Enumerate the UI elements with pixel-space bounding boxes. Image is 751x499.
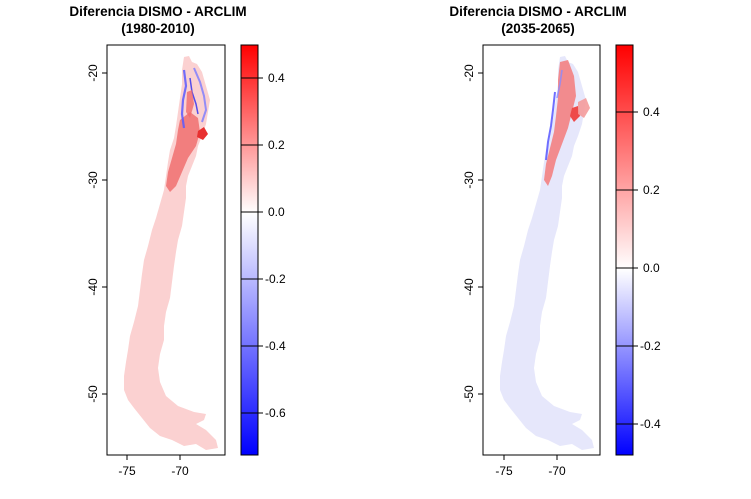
panel-1980-2010: Diferencia DISMO - ARCLIM (1980-2010) -2… <box>69 4 286 478</box>
panel-2-legend-tick-label: -0.2 <box>640 339 661 353</box>
panel-1-blue-streak-a <box>180 69 188 129</box>
panel-1-legend-colorbar <box>240 44 259 456</box>
panel-2-title-line2: (2035-2065) <box>501 21 575 36</box>
panel-1-legend-tick-label: -0.4 <box>265 339 286 353</box>
panel-2-blue-streak-a <box>545 91 556 161</box>
panel-2-y-tick-label: -30 <box>462 171 476 189</box>
panel-1-color-legend: 0.4 0.2 0.0 -0.2 -0.4 -0.6 <box>240 44 286 456</box>
panel-1-x-axis: -75 -70 <box>118 455 189 478</box>
panel-2-legend-tick-label: 0.4 <box>643 105 660 119</box>
panel-1-x-tick-label: -70 <box>171 464 189 478</box>
panel-2-blue-streak-b <box>556 69 563 99</box>
panel-2-x-tick-label: -75 <box>495 464 513 478</box>
panel-1-x-tick-label: -75 <box>118 464 136 478</box>
panel-1-red-core <box>186 90 194 118</box>
panel-2-red-hotspot <box>570 106 580 122</box>
panel-1-legend-tick-label: 0.4 <box>268 71 285 85</box>
panel-1-title-line1: Diferencia DISMO - ARCLIM <box>69 4 246 19</box>
panel-1-y-tick-label: -30 <box>86 171 100 189</box>
panel-1-y-axis: -20 -30 -40 -50 <box>86 64 107 403</box>
panel-1-y-tick-label: -20 <box>86 64 100 82</box>
panel-1-legend-tick-label: -0.2 <box>265 272 286 286</box>
panel-2-north-red-band <box>544 60 576 186</box>
panel-1-chile-landmass <box>124 56 218 450</box>
panel-2-color-legend: 0.4 0.2 0.0 -0.2 -0.4 <box>615 44 661 456</box>
panel-1-plot-frame <box>106 44 226 456</box>
panel-1-north-red-band <box>166 112 200 192</box>
panel-2-title-line1: Diferencia DISMO - ARCLIM <box>449 4 626 19</box>
panel-2-chile-landmass <box>500 56 594 450</box>
panel-2-legend-colorbar <box>615 44 634 456</box>
panel-2035-2065: Diferencia DISMO - ARCLIM (2035-2065) -2… <box>449 4 661 478</box>
panel-1-y-tick-label: -50 <box>86 385 100 403</box>
panel-2-x-tick-label: -70 <box>548 464 566 478</box>
panel-1-legend-tick-label: -0.6 <box>265 406 286 420</box>
panel-2-red-side-patch <box>578 98 590 118</box>
panel-1-red-hotspot <box>197 127 208 140</box>
panel-1-chile-map <box>124 56 218 450</box>
panel-1-blue-streak-b <box>193 67 208 123</box>
panel-1-legend-tick-label: 0.2 <box>268 138 285 152</box>
panel-2-y-axis: -20 -30 -40 -50 <box>462 64 483 403</box>
panel-1-blue-streak-c <box>189 77 199 115</box>
panel-2-y-tick-label: -40 <box>462 278 476 296</box>
panel-2-y-tick-label: -50 <box>462 385 476 403</box>
panel-2-plot-frame <box>482 44 601 456</box>
panel-2-x-axis: -75 -70 <box>495 455 566 478</box>
panel-2-legend-tick-label: 0.0 <box>643 261 660 275</box>
panel-1-title-line2: (1980-2010) <box>121 21 195 36</box>
panel-2-chile-map <box>500 56 594 450</box>
panel-2-legend-tick-label: -0.4 <box>640 417 661 431</box>
panel-1-y-tick-label: -40 <box>86 278 100 296</box>
panel-2-y-tick-label: -20 <box>462 64 476 82</box>
panel-1-legend-tick-label: 0.0 <box>268 205 285 219</box>
panel-2-legend-tick-label: 0.2 <box>643 183 660 197</box>
